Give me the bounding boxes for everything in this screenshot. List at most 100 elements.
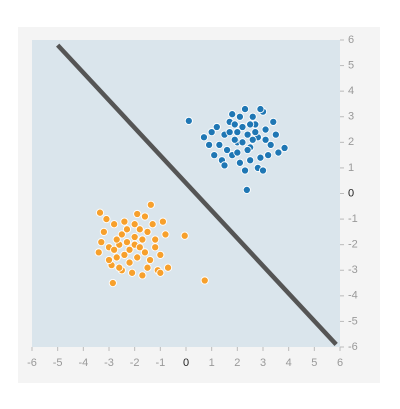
point [240, 166, 250, 175]
point [138, 235, 147, 244]
point [151, 243, 160, 252]
y-tick-label: -4 [348, 290, 358, 302]
point [140, 248, 149, 257]
x-tick-label: 0 [183, 357, 189, 369]
point [110, 220, 119, 229]
y-tick-label: 5 [348, 59, 354, 71]
point [125, 245, 134, 254]
point [266, 140, 275, 149]
point [207, 128, 216, 137]
x-tick-label: -3 [104, 357, 114, 369]
point [199, 133, 209, 142]
point [264, 151, 273, 160]
point [135, 243, 144, 252]
point [242, 185, 251, 194]
x-tick-label: 6 [337, 357, 343, 369]
point [258, 166, 268, 175]
y-tick-label: 0 [348, 187, 354, 199]
point [158, 217, 167, 226]
point [148, 220, 157, 229]
point [212, 122, 221, 132]
point [223, 145, 232, 155]
point [151, 235, 160, 244]
point [238, 138, 247, 147]
point [233, 148, 242, 157]
point [243, 145, 252, 155]
point [261, 125, 270, 134]
point [269, 117, 278, 126]
point [156, 268, 165, 277]
x-tick-label: -5 [53, 357, 63, 369]
point [180, 231, 189, 240]
point [205, 140, 214, 149]
point [200, 276, 209, 285]
point [99, 227, 108, 236]
point [102, 215, 111, 224]
point [122, 225, 132, 234]
x-tick-label: -1 [155, 357, 165, 369]
point [115, 263, 124, 272]
y-tick-label: -6 [348, 341, 358, 353]
x-tick-label: -4 [78, 357, 88, 369]
point [143, 227, 152, 236]
x-tick-label: -2 [130, 357, 140, 369]
point [104, 255, 114, 265]
point [184, 116, 193, 125]
point [261, 135, 270, 144]
point [235, 158, 244, 167]
point [156, 250, 165, 259]
point [248, 112, 257, 121]
x-tick-label: 2 [234, 357, 240, 369]
y-tick-label: -1 [348, 213, 358, 225]
y-tick-label: 4 [348, 85, 354, 97]
point [240, 105, 250, 114]
point [280, 143, 289, 153]
point [122, 238, 132, 247]
x-tick-label: 1 [209, 357, 215, 369]
point [120, 250, 129, 259]
point [233, 128, 242, 137]
point [120, 217, 129, 226]
x-tick-label: 3 [260, 357, 266, 369]
point [135, 225, 144, 234]
point [130, 220, 139, 229]
point [163, 263, 173, 272]
y-tick-label: -5 [348, 315, 358, 327]
boundary-line [56, 43, 338, 346]
y-tick-label: 2 [348, 136, 354, 148]
point [220, 161, 229, 170]
point [133, 209, 142, 219]
point [235, 112, 244, 121]
y-tick-label: 1 [348, 162, 354, 174]
point [117, 230, 126, 239]
point [228, 110, 237, 119]
point [243, 130, 252, 139]
y-tick-label: -3 [348, 264, 358, 276]
point [146, 200, 155, 209]
point [246, 156, 255, 165]
x-tick-label: 5 [311, 357, 317, 369]
point [97, 238, 106, 247]
point [110, 245, 119, 254]
point [256, 153, 265, 162]
point [128, 268, 137, 277]
point [230, 120, 239, 129]
y-tick-label: 3 [348, 111, 354, 123]
y-tick-label: -2 [348, 239, 358, 251]
point [251, 128, 260, 137]
x-tick-label: 4 [286, 357, 292, 369]
point [248, 135, 257, 144]
point [112, 235, 121, 244]
point [94, 248, 103, 257]
point [161, 230, 170, 239]
point [210, 151, 219, 160]
point [146, 255, 155, 265]
point [125, 258, 134, 267]
point [238, 122, 247, 132]
point [215, 140, 224, 149]
point [230, 135, 239, 144]
point [140, 212, 149, 221]
point [138, 271, 147, 280]
point [143, 263, 152, 272]
